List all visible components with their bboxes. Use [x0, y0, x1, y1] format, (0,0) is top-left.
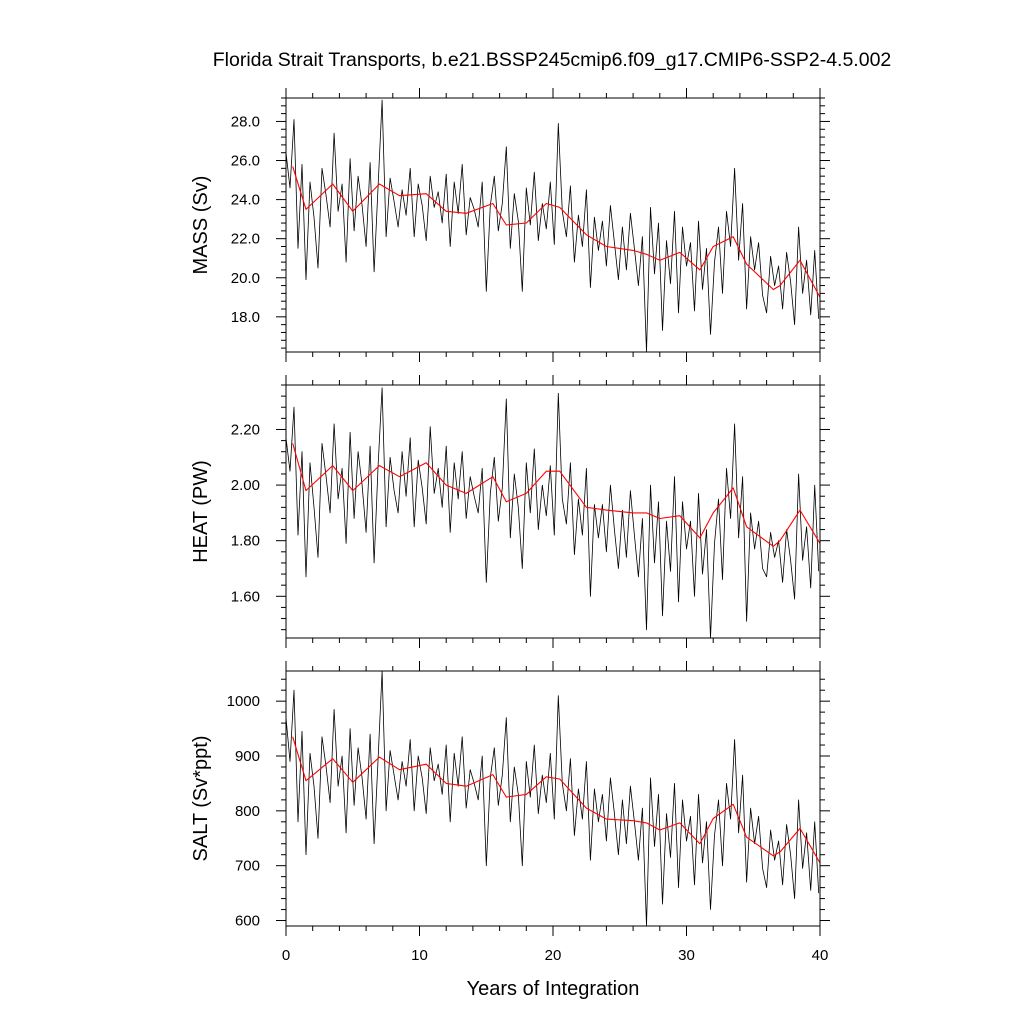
y-tick-label: 26.0: [231, 153, 260, 170]
y-tick-label: 18.0: [231, 309, 260, 326]
x-axis-label: Years of Integration: [467, 978, 640, 1000]
y-tick-label: 700: [235, 858, 260, 875]
y-axis-label: MASS (Sv): [190, 176, 212, 275]
x-tick-label: 0: [282, 947, 290, 964]
y-tick-label: 2.20: [231, 421, 260, 438]
monthly-series-line: [286, 99, 820, 352]
y-axis-label: HEAT (PW): [190, 460, 212, 563]
y-tick-label: 24.0: [231, 192, 260, 209]
y-tick-label: 600: [235, 913, 260, 930]
chart-panel-top: 18.0 20.0 22.0 24.0 26.0 28.0 MASS (Sv): [190, 88, 830, 362]
y-tick-label: 1.80: [231, 533, 260, 550]
panels: 18.0 20.0 22.0 24.0 26.0 28.0 MASS (Sv) 1.60 1.8…: [190, 88, 830, 964]
x-tick-label: 30: [678, 947, 695, 964]
y-tick-label: 900: [235, 748, 260, 765]
x-tick-label: 10: [411, 947, 428, 964]
annual-mean-line: [292, 166, 820, 298]
y-tick-label: 1000: [227, 693, 260, 710]
y-tick-label: 20.0: [231, 270, 260, 287]
annual-mean-line: [292, 443, 820, 547]
monthly-series-line: [286, 671, 820, 926]
monthly-series-line: [286, 387, 820, 638]
chart-panel-middle: 1.60 1.80 2.00 2.20 HEAT (PW): [190, 375, 830, 648]
y-tick-label: 800: [235, 803, 260, 820]
y-tick-label: 1.60: [231, 588, 260, 605]
chart-title: Florida Strait Transports, b.e21.BSSP245…: [213, 49, 892, 71]
y-tick-label: 28.0: [231, 113, 260, 130]
y-tick-label: 22.0: [231, 231, 260, 248]
x-tick-label: 20: [545, 947, 562, 964]
y-tick-label: 2.00: [231, 477, 260, 494]
chart-panel-bottom: 0 10 20 30 40 600 700 800 900 1000 SALT (Sv*ppt): [190, 661, 830, 964]
annual-mean-line: [292, 736, 820, 864]
y-axis-label: SALT (Sv*ppt): [190, 736, 212, 862]
x-tick-label: 40: [812, 947, 829, 964]
